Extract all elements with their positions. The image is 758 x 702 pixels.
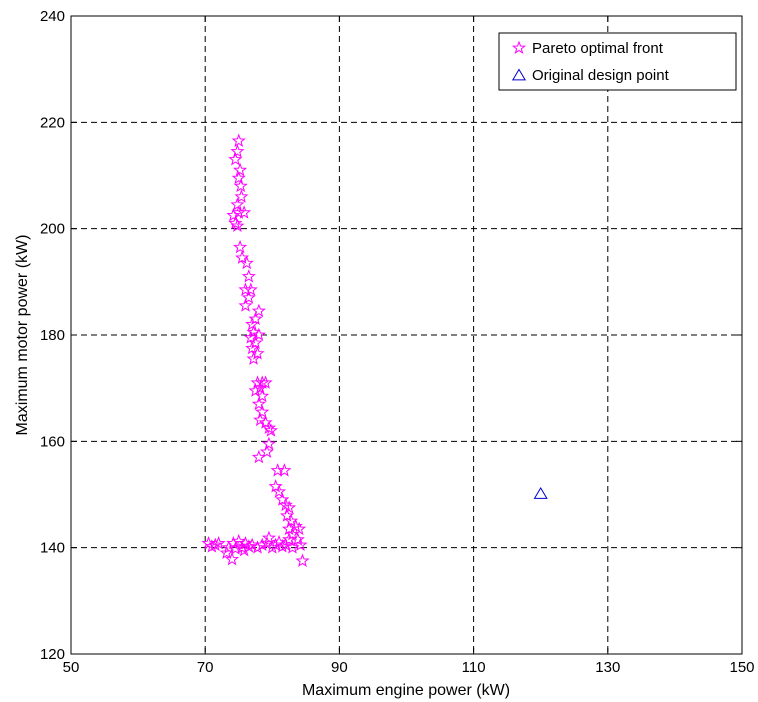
- legend-label: Pareto optimal front: [532, 40, 664, 57]
- pareto-point: [245, 340, 260, 355]
- pareto-point: [241, 290, 256, 304]
- pareto-point: [246, 324, 261, 339]
- pareto-point: [248, 383, 263, 397]
- pareto-point: [219, 545, 234, 559]
- pareto-point: [230, 144, 245, 158]
- pareto-point: [275, 492, 290, 506]
- pareto-point: [231, 133, 246, 147]
- y-tick-label: 140: [40, 540, 65, 557]
- pareto-point: [255, 404, 270, 419]
- x-axis-label: Maximum engine power (kW): [302, 682, 510, 699]
- pareto-point: [285, 526, 300, 541]
- pareto-point: [238, 282, 253, 296]
- y-tick-label: 220: [40, 114, 65, 131]
- pareto-point: [245, 316, 260, 331]
- pareto-point: [251, 449, 266, 464]
- pareto-point: [246, 351, 261, 365]
- x-tick-label: 150: [729, 659, 754, 676]
- pareto-point: [230, 197, 245, 211]
- pareto-point: [290, 532, 305, 546]
- x-tick-label: 110: [462, 659, 486, 676]
- pareto-point: [238, 535, 253, 550]
- legend-triangle-icon: [511, 68, 527, 81]
- pareto-point: [259, 444, 274, 458]
- pareto-point: [251, 327, 266, 342]
- pareto-point: [228, 152, 243, 166]
- x-tick-label: 70: [197, 659, 214, 676]
- pareto-point: [258, 375, 273, 389]
- y-tick-label: 200: [40, 221, 65, 238]
- pareto-point: [233, 178, 248, 193]
- pareto-point: [234, 189, 249, 203]
- pareto-point: [271, 484, 287, 498]
- legend-label: Original design point: [532, 67, 670, 84]
- pareto-point: [238, 298, 253, 312]
- pareto-point: [277, 463, 292, 477]
- legend-box: [498, 32, 737, 91]
- pareto-point: [292, 521, 307, 536]
- legend: Pareto optimal front Original design poin…: [498, 32, 737, 91]
- pareto-point: [278, 537, 293, 552]
- pareto-point: [261, 420, 277, 435]
- pareto-point: [251, 396, 266, 411]
- pareto-point: [224, 551, 240, 566]
- original-design-series: [533, 487, 548, 499]
- pareto-point: [230, 218, 245, 233]
- pareto-point: [231, 533, 246, 548]
- pareto-point: [268, 479, 283, 493]
- pareto-point: [258, 415, 273, 429]
- pareto-point: [263, 423, 279, 437]
- pareto-point: [253, 412, 268, 427]
- pareto-point: [282, 500, 297, 514]
- x-tick-label: 130: [595, 659, 620, 676]
- pareto-point: [250, 540, 265, 554]
- pareto-point: [255, 537, 270, 552]
- pareto-point: [248, 335, 263, 349]
- pareto-point: [235, 540, 250, 554]
- pareto-point: [235, 250, 250, 264]
- pareto-point: [239, 255, 254, 270]
- data-points: [201, 133, 548, 567]
- pareto-point: [233, 239, 248, 254]
- pareto-point: [228, 541, 243, 555]
- y-axis-label: Maximum motor power (kW): [14, 235, 31, 436]
- pareto-point: [284, 513, 299, 528]
- y-tick-label: 240: [40, 8, 65, 25]
- pareto-point: [293, 537, 308, 552]
- pareto-point: [233, 162, 248, 177]
- pareto-point: [280, 508, 295, 522]
- pareto-point: [211, 535, 226, 550]
- y-tick-label: 180: [40, 327, 65, 344]
- design-point: [533, 487, 548, 499]
- y-tick-label: 120: [40, 646, 65, 663]
- pareto-point: [295, 553, 310, 567]
- pareto-point: [231, 170, 246, 185]
- pareto-point: [261, 436, 277, 451]
- pareto-point: [250, 346, 265, 360]
- pareto-point: [248, 311, 263, 326]
- axis-ticks: [70, 15, 743, 655]
- pareto-point: [237, 205, 252, 219]
- legend-star-icon: [511, 40, 527, 55]
- pareto-point: [226, 207, 241, 222]
- x-tick-label: 90: [331, 659, 348, 676]
- x-tick-label: 50: [63, 659, 80, 676]
- pareto-point: [255, 388, 270, 403]
- tick-labels: 50 70 90 110 130 150 120 140 160 180 200 220 240: [40, 8, 755, 676]
- pareto-point: [241, 269, 256, 283]
- pareto-series: [201, 133, 310, 567]
- pareto-point: [226, 535, 241, 550]
- y-tick-label: 160: [40, 433, 65, 450]
- pareto-point: [228, 215, 243, 230]
- pareto-point: [261, 530, 277, 545]
- pareto-point: [251, 303, 266, 318]
- pareto-point: [243, 330, 258, 344]
